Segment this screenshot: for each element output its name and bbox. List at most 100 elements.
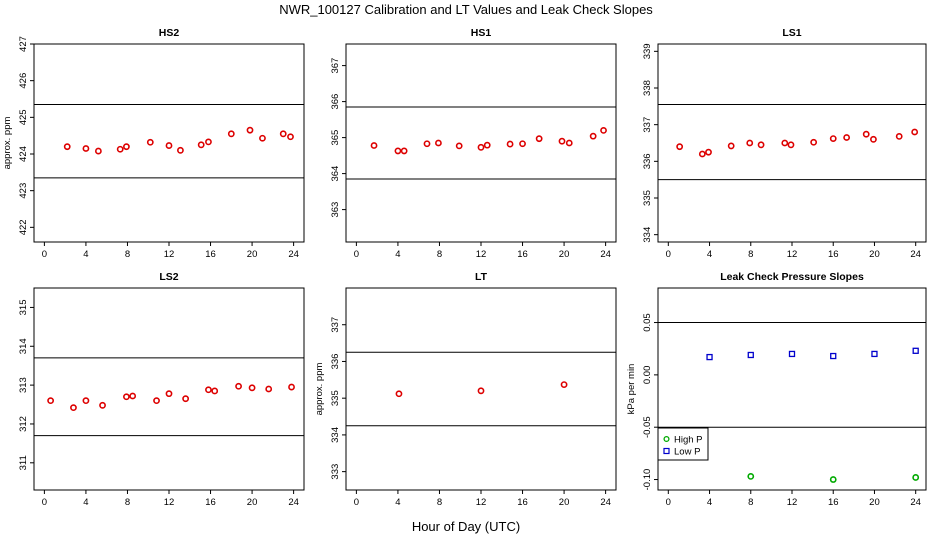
x-tick-label: 12	[787, 497, 798, 508]
x-tick-label: 12	[476, 249, 487, 260]
y-tick-label: 337	[330, 317, 341, 333]
y-tick-label: 425	[18, 109, 29, 125]
y-tick-label: -0.05	[642, 416, 653, 438]
data-point	[146, 138, 154, 146]
x-tick-label: 8	[437, 497, 442, 508]
data-point	[70, 404, 77, 412]
data-point	[248, 384, 256, 392]
data-point	[676, 143, 684, 151]
x-tick-label: 8	[748, 249, 753, 260]
x-tick-label: 20	[869, 249, 880, 260]
y-tick-label: 333	[330, 464, 341, 480]
data-point	[519, 140, 526, 148]
x-tick-label: 24	[288, 249, 299, 260]
y-tick-label: 334	[330, 427, 341, 443]
data-point	[47, 397, 55, 405]
plot-frame	[345, 43, 617, 243]
legend-box	[657, 427, 709, 461]
y-tick-label: 336	[330, 354, 341, 370]
y-tick-label: 427	[18, 36, 29, 52]
data-point	[116, 145, 124, 153]
x-tick-label: 4	[83, 497, 88, 508]
data-point	[911, 128, 919, 136]
panel-1: HS2 0 4 8 12 16 20 24 422 423 424 425 426 427 approx. …	[2, 27, 305, 260]
data-point	[123, 143, 130, 151]
x-tick-label: 12	[164, 497, 175, 508]
data-point	[265, 385, 273, 393]
panel-2: HS1 0 4 8 12 16 20 24 363 364 365 366 367	[330, 27, 617, 260]
data-point	[565, 139, 573, 147]
x-tick-label: 16	[205, 249, 216, 260]
data-point	[82, 397, 90, 405]
y-tick-label: 339	[642, 43, 653, 59]
x-tick-label: 16	[828, 497, 839, 508]
data-point	[205, 138, 212, 146]
y-tick-label: 365	[330, 130, 341, 146]
data-point	[483, 141, 491, 149]
data-point	[705, 148, 712, 156]
y-tick-label: 312	[18, 416, 29, 432]
x-tick-label: 8	[748, 497, 753, 508]
x-tick-label: 0	[666, 249, 671, 260]
y-axis-label: kPa per min	[626, 364, 637, 415]
data-point	[600, 126, 607, 134]
x-tick-label: 20	[247, 249, 258, 260]
x-tick-label: 0	[666, 497, 671, 508]
data-point	[165, 390, 173, 398]
y-tick-label: 337	[642, 117, 653, 133]
y-tick-label: 334	[642, 227, 653, 243]
y-tick-label: 0.00	[642, 366, 653, 385]
data-point	[757, 141, 765, 149]
x-tick-label: 8	[437, 249, 442, 260]
data-point	[227, 130, 235, 138]
data-point	[477, 143, 485, 151]
legend-marker	[663, 435, 670, 443]
plot-frame	[33, 287, 305, 491]
data-point	[197, 141, 205, 149]
data-point	[288, 383, 295, 391]
x-tick-label: 12	[787, 249, 798, 260]
x-tick-label: 4	[707, 497, 712, 508]
data-point	[830, 352, 837, 360]
y-axis-label: approx. ppm	[2, 117, 13, 170]
y-tick-label: 0.05	[642, 313, 653, 332]
x-tick-label: 0	[42, 497, 47, 508]
x-tick-label: 24	[600, 497, 611, 508]
data-point	[746, 139, 754, 147]
data-point	[394, 147, 402, 155]
data-point	[747, 351, 754, 359]
x-tick-label: 16	[517, 497, 528, 508]
data-point	[558, 137, 566, 145]
panel-title: Leak Check Pressure Slopes	[720, 271, 864, 283]
data-point	[862, 130, 870, 138]
data-point	[82, 145, 90, 152]
data-point	[829, 476, 837, 483]
y-axis-label: approx. ppm	[314, 363, 325, 416]
y-tick-label: 422	[18, 219, 29, 235]
y-tick-label: 335	[330, 390, 341, 406]
data-point	[912, 474, 920, 481]
panel-4: LS2 0 4 8 12 16 20 24 311 312 313 314 315	[18, 271, 305, 508]
y-tick-label: 338	[642, 80, 653, 96]
data-point	[810, 138, 818, 146]
panel-6: Leak Check Pressure Slopes 0 4 8 12 16 20 24 -0.…	[626, 271, 927, 508]
y-tick-label: -0.10	[642, 469, 653, 491]
x-tick-label: 24	[910, 249, 921, 260]
data-point	[870, 135, 877, 143]
data-point	[246, 126, 254, 134]
legend-marker	[663, 447, 670, 455]
data-point	[706, 353, 713, 361]
data-point	[165, 142, 173, 149]
data-point	[698, 150, 706, 158]
x-tick-label: 4	[395, 249, 400, 260]
x-tick-label: 20	[559, 497, 570, 508]
data-point	[370, 142, 378, 149]
data-point	[395, 390, 403, 398]
data-point	[99, 401, 106, 409]
y-tick-label: 367	[330, 58, 341, 74]
x-tick-label: 12	[164, 249, 175, 260]
y-tick-label: 424	[18, 146, 29, 162]
data-point	[589, 132, 597, 140]
